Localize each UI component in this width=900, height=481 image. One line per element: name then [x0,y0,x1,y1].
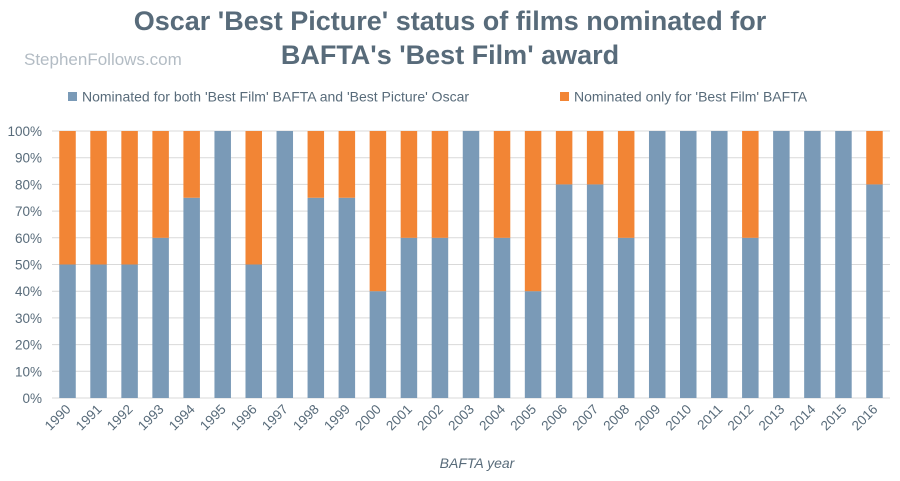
x-tick-label: 2016 [849,402,881,434]
y-tick-label: 0% [22,391,42,406]
bar-only-bafta [369,131,387,292]
chart-title: Oscar 'Best Picture' status of films nom… [0,4,900,72]
x-tick-label: 2015 [818,402,850,434]
chart-title-line-1: Oscar 'Best Picture' status of films nom… [133,6,767,36]
bar-only-bafta [866,131,883,185]
x-tick-label: 1994 [166,401,198,433]
bar-only-bafta [400,131,418,238]
x-tick-label: 2010 [663,402,695,434]
bar-only-bafta [183,131,200,198]
bar-both [680,131,697,398]
x-tick-label: 2008 [600,402,632,434]
bar-only-bafta [524,131,542,292]
y-tick-label: 30% [15,311,42,326]
bar-only-bafta [59,131,76,265]
bar-both [711,131,728,398]
x-tick-label: 2007 [569,402,601,434]
bar-both [214,131,231,398]
x-axis-title: BAFTA year [440,455,516,471]
chart-title-line-2: BAFTA's 'Best Film' award [280,40,620,70]
x-tick-label: 2009 [631,402,663,434]
y-tick-label: 10% [15,364,42,379]
y-tick-label: 20% [15,338,42,353]
y-axis: 0% 10% 20% 30% 40% 50% 60% 70% 80% 90% 100% [7,124,42,406]
bars [59,131,883,398]
x-tick-label: 1992 [104,402,136,434]
x-tick-label: 2003 [445,402,477,434]
bar-both [835,131,852,398]
bar-both [866,184,883,398]
x-tick-label: 2004 [476,401,508,433]
watermark: StephenFollows.com [24,50,182,69]
bar-only-bafta [121,131,138,265]
x-axis: 1990 1991 1992 1993 1994 1995 1996 1997 1998 1999… [42,401,881,433]
x-tick-label: 1998 [290,402,322,434]
bar-both [617,237,635,398]
legend-swatch [560,92,569,101]
bar-both [59,264,76,398]
bar-only-bafta [338,131,356,198]
bar-only-bafta [742,131,759,238]
bar-only-bafta [152,131,169,238]
x-tick-label: 1999 [321,402,353,434]
y-tick-label: 40% [15,284,42,299]
bar-both [245,264,262,398]
y-tick-label: 90% [15,151,42,166]
x-tick-label: 2001 [383,402,415,434]
bar-both [369,291,387,398]
bar-both [493,237,511,398]
x-tick-label: 1990 [42,402,74,434]
bar-only-bafta [245,131,262,265]
x-tick-label: 1991 [73,402,105,434]
legend-label: Nominated for both 'Best Film' BAFTA and… [82,89,469,105]
bar-both [276,131,294,398]
bar-both [462,131,480,398]
bar-only-bafta [493,131,511,238]
bar-both [586,184,604,398]
bar-only-bafta [90,131,107,265]
x-tick-label: 1995 [197,402,229,434]
bar-both [555,184,573,398]
bar-both [773,131,790,398]
y-tick-label: 80% [15,177,42,192]
bar-only-bafta [307,131,325,198]
x-tick-label: 2014 [787,401,819,433]
x-tick-label: 2000 [352,402,384,434]
y-tick-label: 60% [15,231,42,246]
legend: Nominated for both 'Best Film' BAFTA and… [68,89,808,105]
y-tick-label: 100% [7,124,42,139]
bar-both [431,237,449,398]
x-tick-label: 2006 [538,402,570,434]
y-tick-label: 70% [15,204,42,219]
legend-swatch [68,92,77,101]
bar-both [183,197,200,398]
bar-both [804,131,821,398]
x-tick-label: 1997 [259,402,291,434]
bar-both [400,237,418,398]
bar-only-bafta [617,131,635,238]
x-tick-label: 2002 [414,402,446,434]
bar-only-bafta [431,131,449,238]
x-tick-label: 2012 [725,402,757,434]
x-tick-label: 2011 [694,402,725,433]
x-tick-label: 2005 [507,402,539,434]
x-tick-label: 1993 [135,402,167,434]
x-tick-label: 2013 [756,402,788,434]
bar-both [338,197,356,398]
y-tick-label: 50% [15,258,42,273]
bar-both [524,291,542,398]
bar-only-bafta [555,131,573,185]
legend-label: Nominated only for 'Best Film' BAFTA [574,89,808,105]
bar-both [648,131,666,398]
bar-both [742,237,759,398]
bar-both [307,197,325,398]
bar-both [121,264,138,398]
x-tick-label: 1996 [228,402,260,434]
bar-both [152,237,169,398]
bar-both [90,264,107,398]
bar-only-bafta [586,131,604,185]
